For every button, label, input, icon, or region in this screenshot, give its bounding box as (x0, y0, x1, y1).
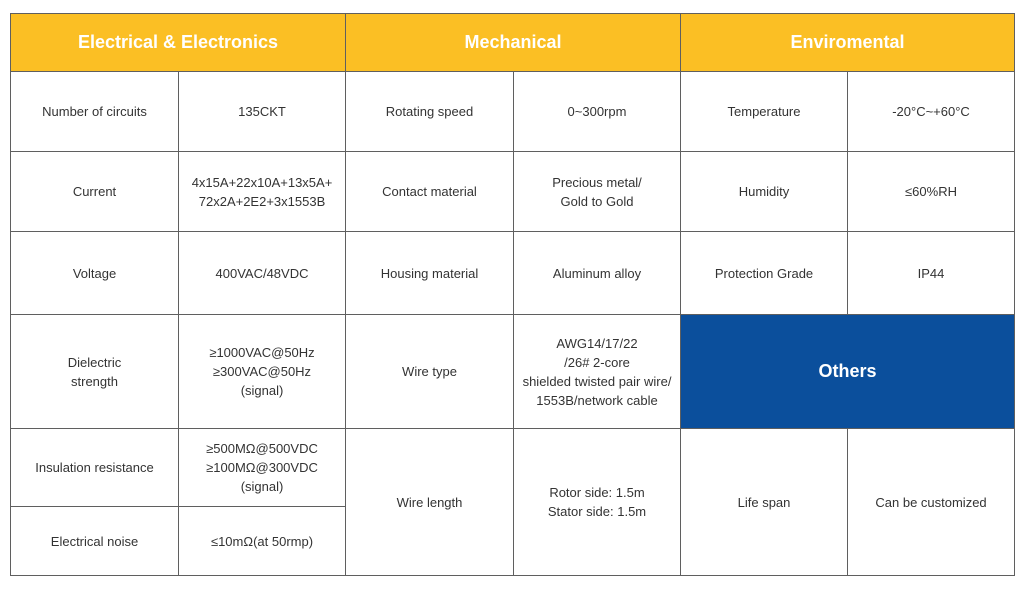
contact-material-label: Contact material (345, 151, 514, 232)
table-row: Electrical noise ≤10mΩ(at 50rmp) (10, 506, 1015, 576)
number-of-circuits-label: Number of circuits (10, 71, 179, 152)
table-row: Number of circuits 135CKT Rotating speed… (10, 71, 1016, 152)
dielectric-strength-value: ≥1000VAC@50Hz ≥300VAC@50Hz (signal) (178, 314, 346, 429)
table-row: Voltage 400VAC/48VDC Housing material Al… (10, 231, 1016, 315)
temperature-label: Temperature (680, 71, 849, 152)
electrical-header: Electrical & Electronics (10, 13, 346, 72)
protection-grade-label: Protection Grade (680, 231, 849, 315)
life-span-value: Can be customized (847, 428, 1016, 576)
wire-length-label: Wire length (345, 428, 514, 576)
table-row: Insulation resistance ≥500MΩ@500VDC ≥100… (10, 428, 1016, 576)
table-row: Dielectric strength ≥1000VAC@50Hz ≥300VA… (10, 314, 1016, 429)
insulation-resistance-value: ≥500MΩ@500VDC ≥100MΩ@300VDC (signal) (178, 428, 346, 507)
number-of-circuits-value: 135CKT (178, 71, 346, 152)
environmental-header: Enviromental (680, 13, 1016, 72)
insulation-resistance-label: Insulation resistance (10, 428, 179, 507)
voltage-value: 400VAC/48VDC (178, 231, 346, 315)
humidity-label: Humidity (680, 151, 849, 232)
electrical-noise-value: ≤10mΩ(at 50rmp) (178, 506, 346, 576)
specifications-table: Electrical & Electronics Mechanical Envi… (10, 13, 1016, 576)
mechanical-header: Mechanical (344, 13, 682, 72)
electrical-noise-label: Electrical noise (10, 506, 179, 576)
rotating-speed-label: Rotating speed (345, 71, 514, 152)
current-label: Current (10, 151, 179, 232)
housing-material-value: Aluminum alloy (512, 231, 682, 315)
table-row: Current 4x15A+22x10A+13x5A+ 72x2A+2E2+3x… (10, 151, 1016, 232)
current-value: 4x15A+22x10A+13x5A+ 72x2A+2E2+3x1553B (178, 151, 346, 232)
voltage-label: Voltage (10, 231, 179, 315)
housing-material-label: Housing material (345, 231, 514, 315)
temperature-value: -20°C~+60°C (847, 71, 1016, 152)
wire-type-value: AWG14/17/22 /26# 2-core shielded twisted… (512, 314, 682, 429)
wire-length-value: Rotor side: 1.5m Stator side: 1.5m (512, 428, 682, 576)
others-header: Others (680, 314, 1016, 429)
life-span-label: Life span (680, 428, 849, 576)
header-row: Electrical & Electronics Mechanical Envi… (10, 13, 1016, 72)
rotating-speed-value: 0~300rpm (512, 71, 682, 152)
dielectric-strength-label: Dielectric strength (10, 314, 179, 429)
humidity-value: ≤60%RH (847, 151, 1016, 232)
contact-material-value: Precious metal/ Gold to Gold (512, 151, 682, 232)
protection-grade-value: IP44 (847, 231, 1016, 315)
wire-type-label: Wire type (345, 314, 514, 429)
